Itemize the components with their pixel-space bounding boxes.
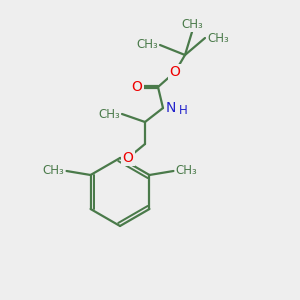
Text: CH₃: CH₃: [43, 164, 64, 178]
Text: CH₃: CH₃: [176, 164, 197, 178]
Text: H: H: [179, 103, 188, 116]
Text: O: O: [132, 80, 142, 94]
Text: N: N: [166, 101, 176, 115]
Text: CH₃: CH₃: [98, 107, 120, 121]
Text: O: O: [169, 65, 180, 79]
Text: CH₃: CH₃: [207, 32, 229, 44]
Text: CH₃: CH₃: [181, 19, 203, 32]
Text: CH₃: CH₃: [136, 38, 158, 52]
Text: O: O: [123, 151, 134, 165]
